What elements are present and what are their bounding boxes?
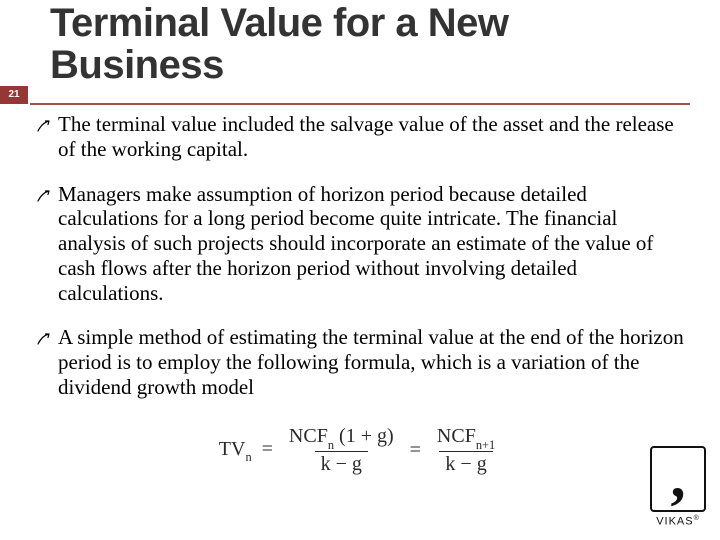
page-title: Terminal Value for a New Business [50, 2, 690, 86]
content-region: The terminal value included the salvage … [36, 112, 686, 420]
bullet-text: Managers make assumption of horizon peri… [58, 182, 686, 306]
page-number-badge: 21 [0, 86, 28, 104]
title-underline [30, 103, 690, 105]
publisher-logo: , VIKAS® [650, 446, 706, 528]
list-item: Managers make assumption of horizon peri… [36, 182, 686, 306]
formula-equals: = [410, 439, 421, 462]
arrow-icon [36, 115, 58, 140]
bullet-text: A simple method of estimating the termin… [58, 325, 686, 399]
title-region: Terminal Value for a New Business [50, 2, 690, 86]
formula-fraction-1: NCFn (1 + g) k − g [283, 426, 400, 475]
list-item: The terminal value included the salvage … [36, 112, 686, 162]
comma-icon: , [671, 459, 686, 495]
logo-brand-text: VIKAS® [650, 515, 706, 528]
list-item: A simple method of estimating the termin… [36, 325, 686, 399]
formula-fraction-2: NCFn+1 k − g [431, 426, 501, 475]
formula: TVn = NCFn (1 + g) k − g = NCFn+1 k − g [0, 426, 720, 475]
bullet-text: The terminal value included the salvage … [58, 112, 686, 162]
slide: Terminal Value for a New Business 21 The… [0, 0, 720, 540]
arrow-icon [36, 185, 58, 210]
logo-mark: , [650, 446, 706, 512]
formula-lhs: TVn = [219, 438, 273, 464]
arrow-icon [36, 328, 58, 353]
